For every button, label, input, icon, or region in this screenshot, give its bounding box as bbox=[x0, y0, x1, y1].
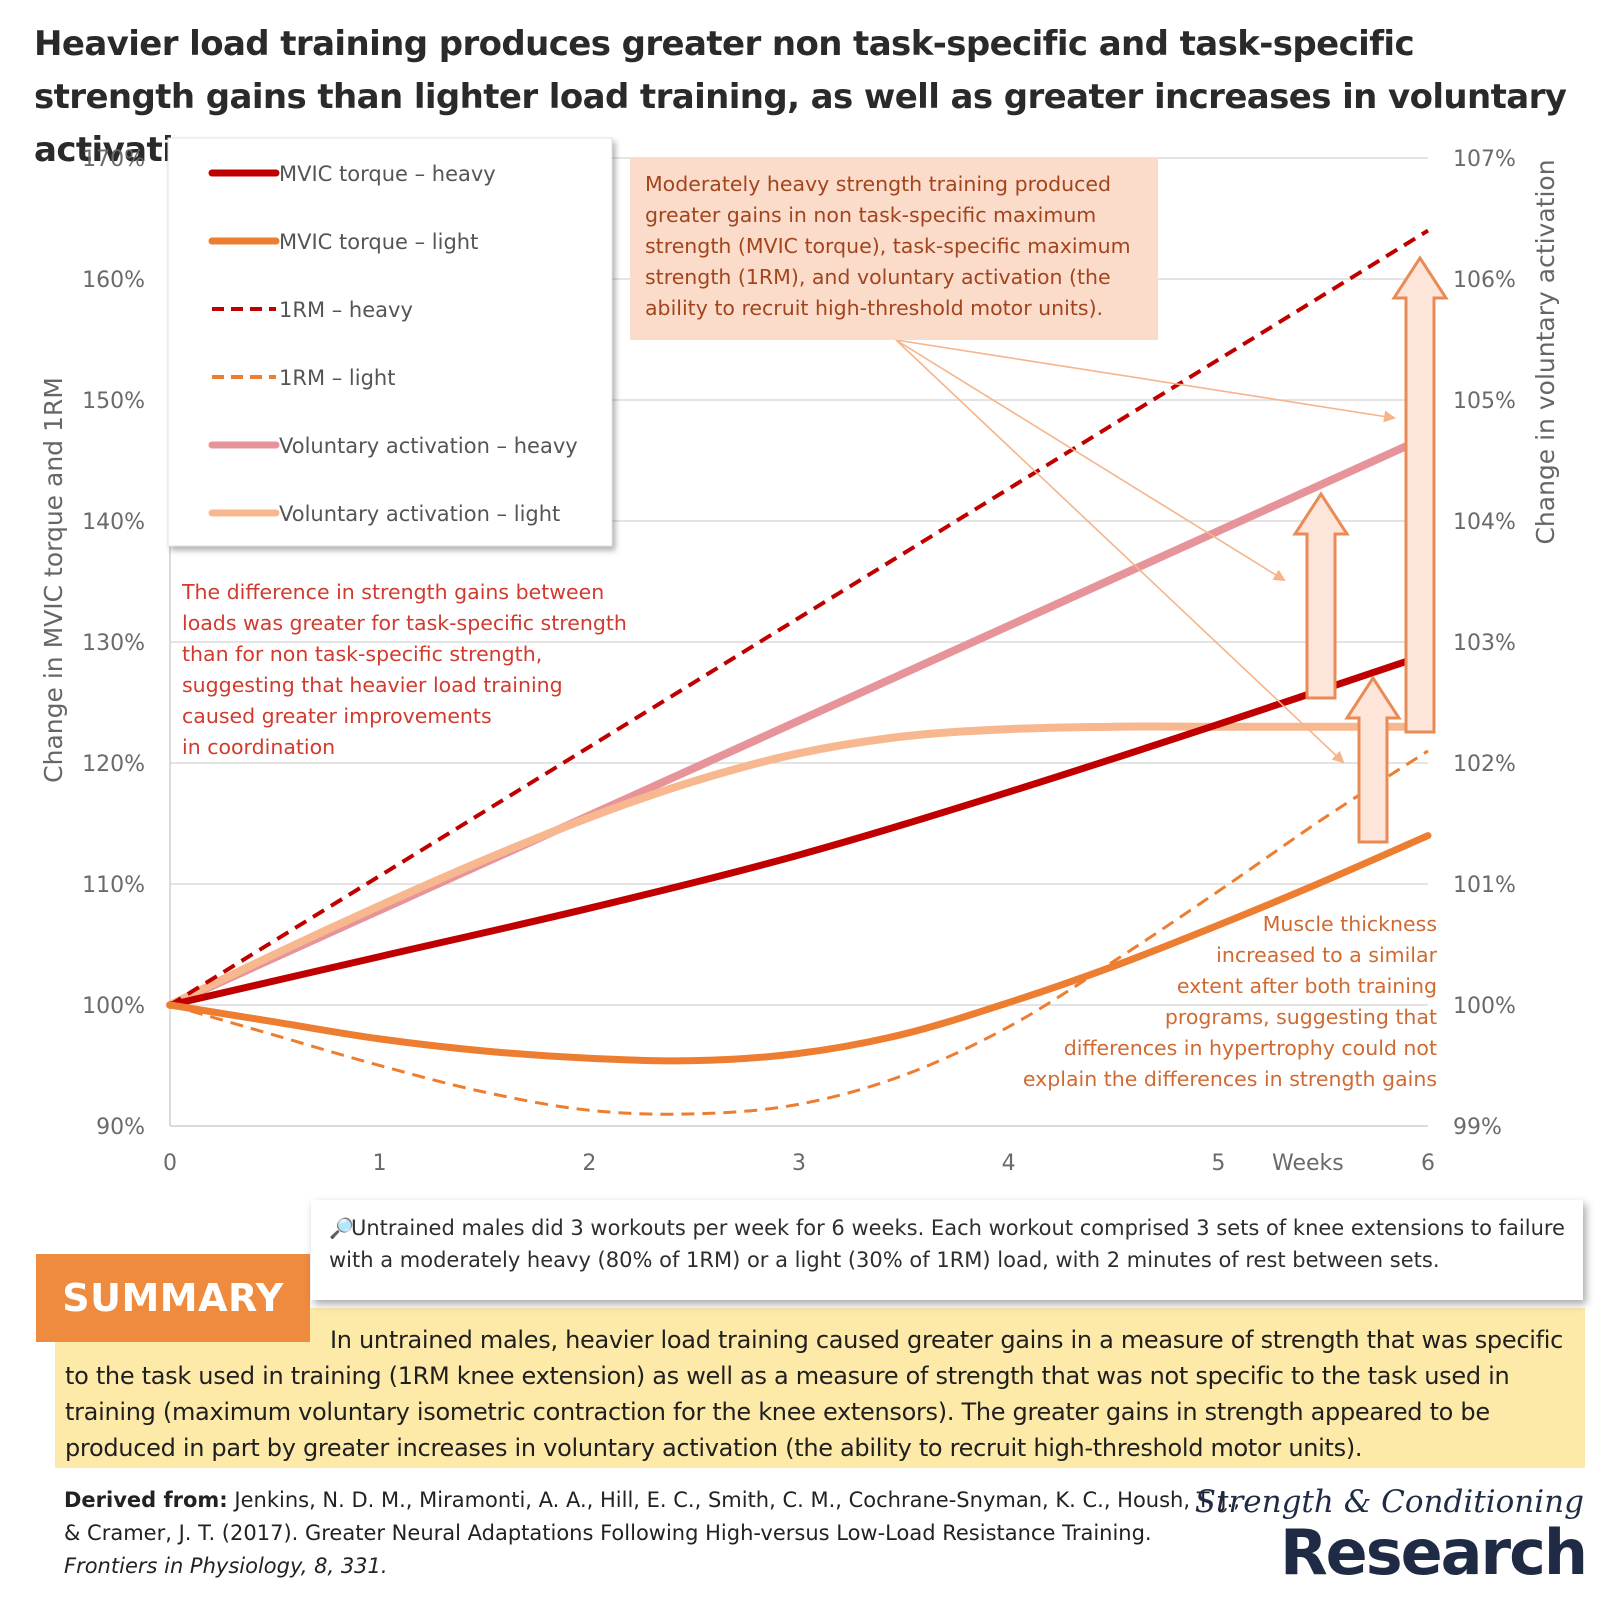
annotation-right-line: differences in hypertrophy could not bbox=[1064, 1036, 1437, 1060]
x-tick-label: 5 bbox=[1211, 1151, 1225, 1176]
y-tick-left-label: 160% bbox=[82, 268, 145, 293]
y-tick-right-label: 102% bbox=[1453, 752, 1516, 777]
line-chart: 90% 99%100% 100%110% 101%120% 102%130% 103%14… bbox=[39, 137, 1560, 1176]
summary-box: In untrained males, heavier load trainin… bbox=[55, 1308, 1585, 1468]
summary-label: SUMMARY bbox=[36, 1254, 310, 1342]
legend-label: Voluntary activation – light bbox=[279, 502, 560, 526]
y-tick-right-label: 100% bbox=[1453, 994, 1516, 1019]
annotation-right-line: Muscle thickness bbox=[1263, 912, 1437, 936]
y-tick-left-label: 170% bbox=[82, 147, 145, 172]
annotation-left-line: in coordination bbox=[182, 735, 335, 759]
annotation-left-line: The difference in strength gains between bbox=[181, 580, 604, 604]
annotation-top-line: greater gains in non task-specific maxim… bbox=[645, 203, 1096, 227]
x-axis-label: Weeks bbox=[1272, 1151, 1344, 1176]
annotation-right: Muscle thickness increased to a similar ex… bbox=[1023, 912, 1438, 1091]
y-tick-right-label: 103% bbox=[1453, 631, 1516, 656]
pointer-line-1 bbox=[895, 339, 1286, 582]
logo-script: Strength & Conditioning bbox=[1194, 1484, 1584, 1520]
annotation-top-line: strength (MVIC torque), task-specific ma… bbox=[645, 234, 1131, 258]
y-tick-right-label: 107% bbox=[1453, 147, 1516, 172]
annotation-left-line: suggesting that heavier load training bbox=[182, 673, 563, 697]
annotation-right-line: programs, suggesting that bbox=[1165, 1005, 1437, 1029]
citation: Derived from: Jenkins, N. D. M., Miramon… bbox=[64, 1484, 1244, 1583]
y-tick-right-label: 99% bbox=[1453, 1115, 1502, 1140]
logo: Strength & Conditioning Research bbox=[1195, 1480, 1590, 1590]
x-tick-label: 4 bbox=[1002, 1151, 1016, 1176]
legend-label: 1RM – heavy bbox=[279, 298, 413, 322]
series-line-1 bbox=[166, 832, 1432, 1065]
y-tick-left-label: 120% bbox=[82, 752, 145, 777]
legend-label: MVIC torque – light bbox=[279, 230, 478, 254]
study-design-text: Untrained males did 3 workouts per week … bbox=[329, 1216, 1565, 1272]
y-tick-left-label: 150% bbox=[82, 389, 145, 414]
y-axis-left-label: Change in MVIC torque and 1RM bbox=[39, 377, 68, 783]
annotation-left-line: loads was greater for task-specific stre… bbox=[182, 611, 627, 635]
annotation-top-line: ability to recruit high-threshold motor … bbox=[645, 296, 1103, 320]
summary-text: In untrained males, heavier load trainin… bbox=[65, 1326, 1564, 1462]
callout-arrow-mvic bbox=[1292, 491, 1350, 700]
callout-arrow-1rm bbox=[1391, 255, 1449, 734]
x-tick-label: 6 bbox=[1421, 1151, 1435, 1176]
x-tick-label: 3 bbox=[792, 1151, 806, 1176]
y-tick-left-label: 90% bbox=[96, 1115, 145, 1140]
legend-box bbox=[167, 137, 613, 547]
citation-label: Derived from: bbox=[64, 1488, 228, 1512]
x-tick-label: 1 bbox=[373, 1151, 387, 1176]
annotation-left-line: than for non task-specific strength, bbox=[182, 642, 542, 666]
page-title: Heavier load training produces greater n… bbox=[34, 24, 1567, 170]
y-tick-right-label: 105% bbox=[1453, 389, 1516, 414]
legend-label: 1RM – light bbox=[279, 366, 395, 390]
axis-ticks: 90% 99%100% 100%110% 101%120% 102%130% 103%14… bbox=[82, 147, 1516, 1176]
y-tick-right-label: 101% bbox=[1453, 873, 1516, 898]
annotation-top-line: strength (1RM), and voluntary activation… bbox=[645, 265, 1111, 289]
annotation-right-line: increased to a similar bbox=[1216, 943, 1437, 967]
magnifier-icon: 🔎 bbox=[329, 1216, 354, 1240]
pointer-line-0 bbox=[895, 339, 1396, 423]
series-line-2 bbox=[168, 228, 1430, 1007]
y-tick-left-label: 140% bbox=[82, 510, 145, 535]
callout-arrow-activation bbox=[1344, 675, 1402, 844]
annotation-top-line: Moderately heavy strength training produ… bbox=[645, 172, 1111, 196]
y-axis-right-label: Change in voluntary activation bbox=[1531, 159, 1560, 544]
annotation-left-line: caused greater improvements bbox=[182, 704, 492, 728]
x-tick-label: 0 bbox=[163, 1151, 177, 1176]
annotation-right-line: explain the differences in strength gain… bbox=[1023, 1067, 1437, 1091]
y-tick-left-label: 100% bbox=[82, 994, 145, 1019]
series-line-3 bbox=[169, 749, 1429, 1116]
legend-label: Voluntary activation – heavy bbox=[279, 434, 578, 458]
citation-journal: Frontiers in Physiology, 8, 331. bbox=[64, 1554, 388, 1578]
legend: MVIC torque – heavy MVIC torque – light 1R… bbox=[167, 137, 613, 547]
legend-label: MVIC torque – heavy bbox=[279, 162, 496, 186]
y-tick-left-label: 130% bbox=[82, 631, 145, 656]
annotation-top-background bbox=[630, 158, 1158, 340]
series-line-0 bbox=[166, 650, 1432, 1009]
callout-arrows bbox=[895, 255, 1449, 844]
y-tick-right-label: 106% bbox=[1453, 268, 1516, 293]
logo-wordmark: Research bbox=[1279, 1516, 1588, 1589]
annotation-right-line: extent after both training bbox=[1177, 974, 1437, 998]
citation-text: Jenkins, N. D. M., Miramonti, A. A., Hil… bbox=[64, 1488, 1240, 1545]
annotation-top: Moderately heavy strength training produ… bbox=[630, 158, 1158, 340]
annotation-left: The difference in strength gains between… bbox=[181, 580, 627, 759]
x-tick-label: 2 bbox=[582, 1151, 596, 1176]
study-design-box: 🔎Untrained males did 3 workouts per week… bbox=[311, 1200, 1583, 1300]
y-tick-right-label: 104% bbox=[1453, 510, 1516, 535]
pointer-line-2 bbox=[895, 339, 1345, 764]
series-lines bbox=[166, 228, 1432, 1116]
y-tick-left-label: 110% bbox=[82, 873, 145, 898]
